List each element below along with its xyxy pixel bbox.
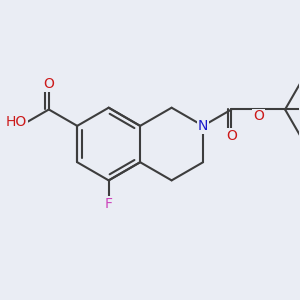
Text: O: O (44, 77, 54, 91)
Text: O: O (253, 110, 264, 124)
Text: O: O (226, 129, 237, 143)
Text: HO: HO (6, 115, 27, 129)
Text: N: N (198, 119, 208, 133)
Text: F: F (105, 197, 113, 211)
